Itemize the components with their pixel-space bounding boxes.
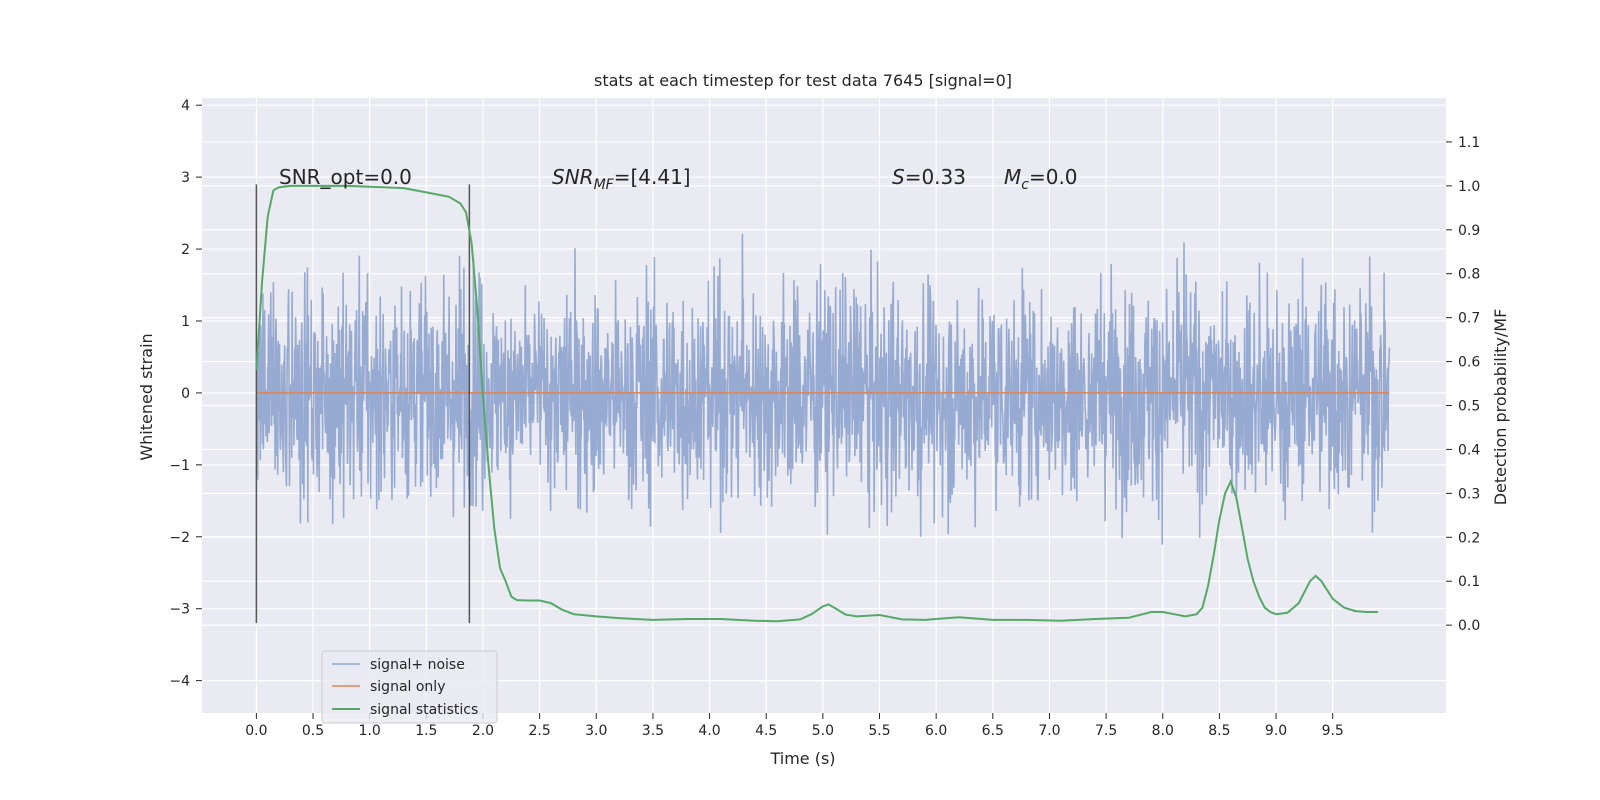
x-axis-label: Time (s) xyxy=(769,749,835,768)
x-tick-label: 1.0 xyxy=(359,723,381,739)
annotation-s-value: =0.33 xyxy=(905,165,966,189)
y-left-axis-label: Whitened strain xyxy=(137,333,156,460)
x-tick-label: 3.5 xyxy=(642,723,664,739)
annotation-snr-mf-subscript: MF xyxy=(594,177,615,193)
x-tick-label: 5.0 xyxy=(812,723,834,739)
y-right-tick-label: 0.2 xyxy=(1458,530,1480,546)
y-right-tick-label: 0.0 xyxy=(1458,618,1480,634)
y-right-axis-ticks: 0.0 0.1 0.2 0.3 0.4 0.5 0.6 0.7 0.8 0.9 1.0 1.1 xyxy=(1446,135,1480,634)
x-tick-label: 0.5 xyxy=(302,723,324,739)
y-right-tick-label: 1.0 xyxy=(1458,179,1480,195)
x-tick-label: 5.5 xyxy=(868,723,890,739)
legend: signal+ noise signal only signal statist… xyxy=(321,650,498,724)
y-left-tick-label: 0 xyxy=(181,386,190,402)
y-left-axis-ticks: −4 −3 −2 −1 0 1 2 3 4 xyxy=(169,98,202,690)
vertical-markers xyxy=(255,184,471,624)
legend-label-signal-statistics: signal statistics xyxy=(370,702,478,718)
y-left-tick-label: −2 xyxy=(169,530,190,546)
annotation-snr-mf-symbol: SNR xyxy=(552,165,594,189)
x-tick-label: 7.5 xyxy=(1095,723,1117,739)
x-tick-label: 0.0 xyxy=(245,723,267,739)
y-left-tick-label: 3 xyxy=(181,170,190,186)
series-signal-noise xyxy=(255,233,1391,545)
x-tick-label: 7.0 xyxy=(1038,723,1060,739)
annotation-s-symbol: S xyxy=(892,165,905,189)
x-tick-label: 1.5 xyxy=(415,723,437,739)
x-tick-label: 2.5 xyxy=(528,723,550,739)
annotation-mc-symbol: M xyxy=(1004,165,1021,189)
y-right-tick-label: 0.8 xyxy=(1458,267,1480,283)
y-left-tick-label: 1 xyxy=(181,314,190,330)
annotation-mc: Mc=0.0 xyxy=(1004,165,1078,193)
annotation-mc-subscript: c xyxy=(1021,177,1029,193)
y-right-axis-label: Detection probability/MF xyxy=(1491,309,1510,506)
y-right-tick-label: 0.4 xyxy=(1458,442,1480,458)
x-tick-label: 8.0 xyxy=(1152,723,1174,739)
annotation-snr-opt: SNR_opt=0.0 xyxy=(279,165,412,189)
legend-box xyxy=(321,650,498,724)
y-right-tick-label: 0.3 xyxy=(1458,486,1480,502)
annotation-s: S=0.33 xyxy=(892,165,966,189)
x-tick-label: 6.0 xyxy=(925,723,947,739)
legend-label-signal-noise: signal+ noise xyxy=(370,657,465,673)
chart-title: stats at each timestep for test data 764… xyxy=(594,71,1012,90)
x-tick-label: 9.5 xyxy=(1322,723,1344,739)
annotation-snr-mf: SNRMF=[4.41] xyxy=(552,165,691,193)
y-left-tick-label: 4 xyxy=(181,98,190,114)
x-tick-label: 8.5 xyxy=(1208,723,1230,739)
annotation-mc-value: =0.0 xyxy=(1029,165,1078,189)
series-signal-statistics xyxy=(255,184,1378,623)
x-tick-label: 9.0 xyxy=(1265,723,1287,739)
y-left-tick-label: −4 xyxy=(169,674,190,690)
noise-trace xyxy=(255,233,1391,545)
y-left-tick-label: −3 xyxy=(169,602,190,618)
y-right-tick-label: 0.1 xyxy=(1458,574,1480,590)
y-right-tick-label: 0.9 xyxy=(1458,223,1480,239)
x-tick-label: 6.5 xyxy=(982,723,1004,739)
legend-label-signal-only: signal only xyxy=(370,679,445,695)
y-right-tick-label: 1.1 xyxy=(1458,135,1480,151)
x-tick-label: 4.5 xyxy=(755,723,777,739)
y-right-tick-label: 0.5 xyxy=(1458,399,1480,415)
x-tick-label: 4.0 xyxy=(698,723,720,739)
y-left-tick-label: 2 xyxy=(181,242,190,258)
x-tick-label: 3.0 xyxy=(585,723,607,739)
x-axis-ticks: 0.0 0.5 1.0 1.5 2.0 2.5 3.0 3.5 4.0 4.5 5.0 5.5 6.0 6… xyxy=(245,713,1344,739)
annotation-snr-mf-value: =[4.41] xyxy=(614,165,691,189)
y-left-tick-label: −1 xyxy=(169,458,190,474)
y-right-tick-label: 0.7 xyxy=(1458,311,1480,327)
x-tick-label: 2.0 xyxy=(472,723,494,739)
y-right-tick-label: 0.6 xyxy=(1458,355,1480,371)
